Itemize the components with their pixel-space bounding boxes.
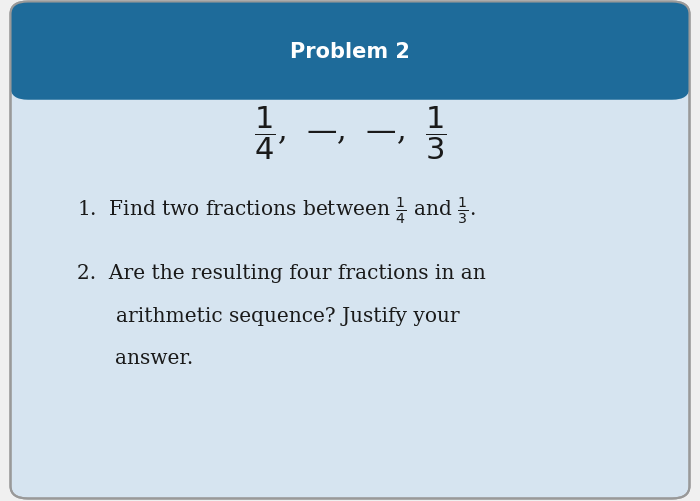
FancyBboxPatch shape (10, 3, 690, 101)
Text: 1.  Find two fractions between $\frac{1}{4}$ and $\frac{1}{3}$.: 1. Find two fractions between $\frac{1}{… (77, 195, 475, 225)
Text: arithmetic sequence? Justify your: arithmetic sequence? Justify your (116, 306, 459, 325)
Text: answer.: answer. (116, 349, 194, 368)
FancyBboxPatch shape (10, 3, 690, 498)
Text: 2.  Are the resulting four fractions in an: 2. Are the resulting four fractions in a… (77, 264, 486, 283)
Bar (28, 55, 672, 88)
Text: $\dfrac{1}{4}$,  —,  —,  $\dfrac{1}{3}$: $\dfrac{1}{4}$, —, —, $\dfrac{1}{3}$ (253, 104, 447, 161)
Text: Problem 2: Problem 2 (290, 42, 410, 62)
